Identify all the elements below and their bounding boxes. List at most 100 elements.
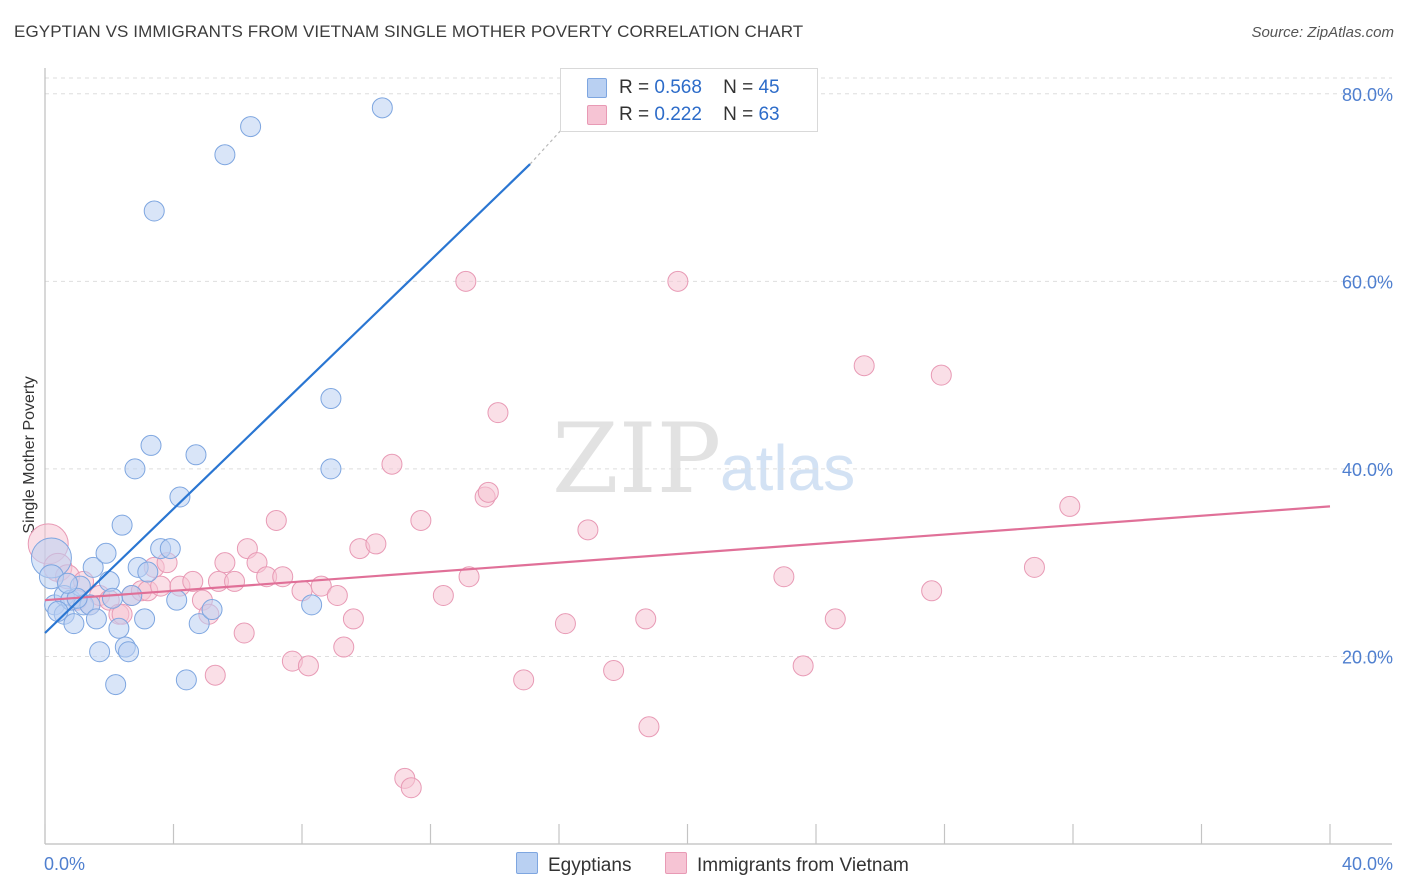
data-point-vietnam [333,636,355,658]
data-point-egyptians [188,613,210,635]
data-point-vietnam [342,608,364,630]
y-tick-label: 20.0% [1342,647,1393,667]
legend-swatch-blue [587,78,607,98]
data-point-vietnam [224,570,246,592]
data-point-egyptians [121,584,143,606]
data-point-vietnam [410,509,432,531]
data-point-egyptians [47,600,69,622]
y-tick-label: 60.0% [1342,272,1393,292]
legend-swatch-pink [587,105,607,125]
watermark: ZIP atlas [552,403,855,515]
data-point-egyptians [240,116,262,138]
bottom-legend-label: Immigrants from Vietnam [697,855,909,876]
trend-line-egyptians [44,163,531,634]
data-point-egyptians [175,669,197,691]
legend-n-value: 63 [758,104,780,125]
data-point-vietnam [921,580,943,602]
data-point-egyptians [89,641,111,663]
data-point-vietnam [667,270,689,292]
data-point-egyptians [166,589,188,611]
data-point-vietnam [233,622,255,644]
bottom-legend-vietnam: Immigrants from Vietnam [665,852,909,877]
legend-r-value: 0.568 [654,77,702,98]
data-point-egyptians [111,514,133,536]
data-point-vietnam [381,453,403,475]
y-tick-label: 80.0% [1342,85,1393,105]
data-point-egyptians [108,617,130,639]
data-point-vietnam [400,777,422,799]
watermark-zip: ZIP [552,403,721,515]
data-point-vietnam [265,509,287,531]
bottom-legend-swatch-pink [665,852,687,874]
data-point-egyptians [320,458,342,480]
bottom-legend-label: Egyptians [548,855,632,876]
legend-r-value: 0.222 [654,104,702,125]
data-point-vietnam [477,481,499,503]
correlation-legend: R = 0.568 N = 45 R = 0.222 N = 63 [560,68,818,132]
watermark-atlas: atlas [720,432,855,504]
data-point-vietnam [638,716,660,738]
data-point-vietnam [455,270,477,292]
data-point-vietnam [773,566,795,588]
data-point-egyptians [140,434,162,456]
data-point-egyptians [134,608,156,630]
y-tick-label: 40.0% [1342,460,1393,480]
data-point-vietnam [1059,495,1081,517]
axes [44,68,1392,845]
data-point-vietnam [603,660,625,682]
x-tick-label: 40.0% [1342,854,1393,874]
data-point-egyptians [159,538,181,560]
data-point-egyptians [63,613,85,635]
data-point-vietnam [853,355,875,377]
data-point-vietnam [824,608,846,630]
data-point-vietnam [182,570,204,592]
data-point-egyptians [101,587,123,609]
data-point-vietnam [326,584,348,606]
x-tick-label: 0.0% [44,854,85,874]
data-point-vietnam [577,519,599,541]
series-vietnam-points [27,270,1081,799]
chart-title: EGYPTIAN VS IMMIGRANTS FROM VIETNAM SING… [14,22,804,41]
data-point-egyptians [105,674,127,696]
data-point-egyptians [137,561,159,583]
bottom-legend-swatch-blue [516,852,538,874]
data-point-egyptians [301,594,323,616]
legend-n-label: N = [723,104,754,125]
trend-lines [44,121,1331,634]
data-point-egyptians [95,542,117,564]
data-point-egyptians [85,608,107,630]
data-point-egyptians [118,641,140,663]
data-point-egyptians [185,444,207,466]
data-point-vietnam [214,552,236,574]
tick-labels: 20.0% 40.0% 60.0% 80.0% 0.0% 40.0% [44,85,1393,874]
series-egyptians-points [30,97,393,696]
data-point-vietnam [297,655,319,677]
data-point-egyptians [214,144,236,166]
data-point-egyptians [143,200,165,222]
data-point-vietnam [554,613,576,635]
bottom-legend-egyptians: Egyptians [516,852,631,877]
data-point-egyptians [124,458,146,480]
data-point-vietnam [513,669,535,691]
data-point-vietnam [204,664,226,686]
data-point-egyptians [169,486,191,508]
data-point-egyptians [82,556,104,578]
data-point-vietnam [1023,556,1045,578]
data-point-egyptians [201,599,223,621]
data-point-vietnam [432,584,454,606]
data-point-vietnam [487,402,509,424]
legend-n-value: 45 [758,77,780,98]
data-point-egyptians [320,388,342,410]
gridlines [45,77,1392,657]
legend-r-label: R = [619,77,650,98]
legend-r-label: R = [619,104,650,125]
data-point-vietnam [635,608,657,630]
trend-line-vietnam [44,505,1331,602]
data-point-vietnam [458,566,480,588]
data-point-egyptians [56,572,78,594]
data-point-vietnam [930,364,952,386]
data-point-egyptians [371,97,393,119]
data-point-vietnam [792,655,814,677]
legend-n-label: N = [723,77,754,98]
